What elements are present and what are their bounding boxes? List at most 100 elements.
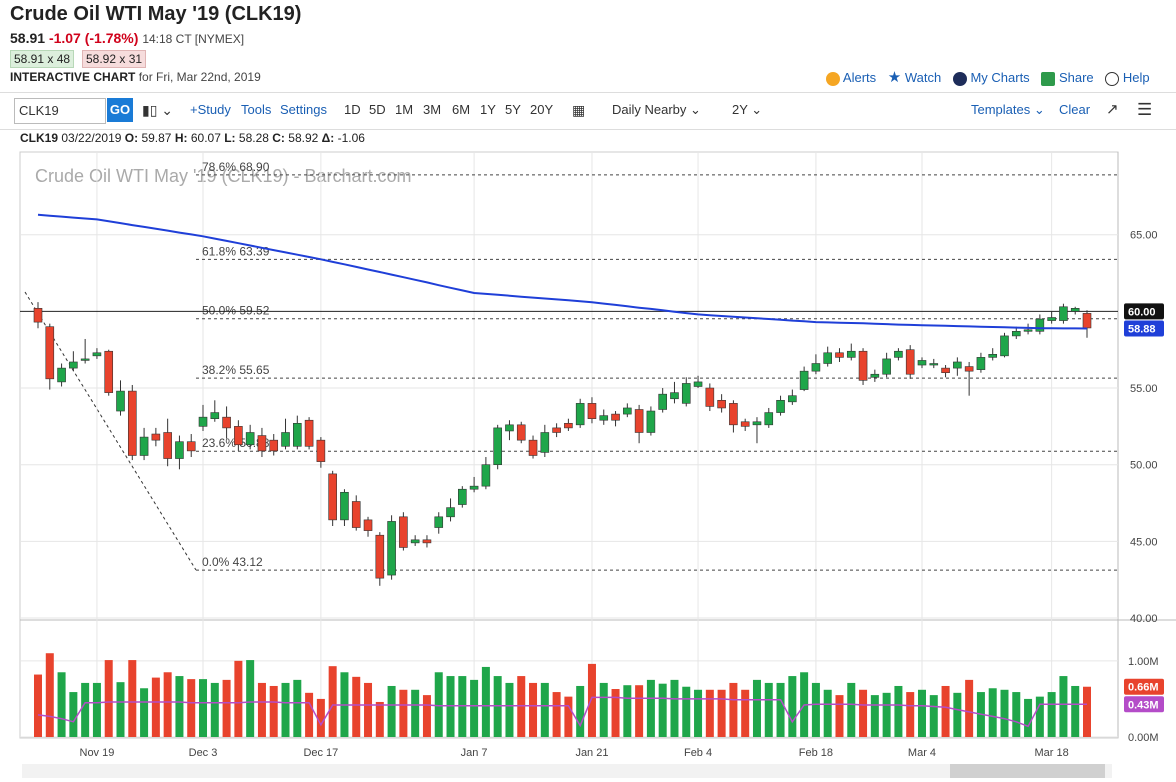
link[interactable]: Share	[1058, 70, 1094, 85]
volume-bar	[1000, 689, 1009, 737]
candle-body	[953, 361, 962, 369]
quote-date: 03/22/2019	[61, 131, 122, 145]
expand-icon[interactable]: ↗	[1106, 101, 1119, 118]
candle-body	[375, 534, 385, 579]
frequency-select[interactable]: Daily Nearby ⌄	[612, 102, 701, 117]
volume-bar	[823, 689, 832, 737]
volume-bar	[92, 682, 101, 737]
period[interactable]: 20Y	[530, 102, 554, 117]
tools-button[interactable]: Tools	[241, 102, 272, 117]
volume-bar	[623, 685, 632, 737]
candle-body	[151, 433, 161, 441]
title: Crude Oil WTI May '19 (CLK19)	[10, 3, 302, 25]
volume-bar	[305, 692, 314, 737]
volume-bar	[929, 695, 938, 737]
toolbar	[0, 92, 1176, 130]
volume-tick-label: 0.00M	[1128, 732, 1159, 744]
last-price: 58.91	[10, 30, 46, 46]
candle-body	[740, 421, 750, 427]
volume-bar	[552, 692, 561, 737]
go-button[interactable]: GO	[107, 98, 133, 122]
volume-bar	[1012, 692, 1021, 737]
candle-body	[941, 367, 950, 374]
volume-bar	[682, 686, 691, 737]
candle-body	[57, 367, 66, 383]
candle-body	[33, 308, 43, 323]
link[interactable]: My Charts	[970, 70, 1030, 85]
volume-bar	[281, 682, 290, 737]
volume-bar	[988, 688, 997, 737]
candle-body	[564, 422, 573, 429]
volume-bar	[411, 689, 420, 737]
volume-bar	[776, 682, 785, 737]
volume-bar	[1071, 685, 1080, 737]
x-tick-label: Mar 4	[908, 747, 936, 759]
candle-body	[281, 432, 290, 447]
volume-bar	[257, 682, 266, 737]
volume-bar	[352, 676, 361, 737]
x-tick-label: Dec 17	[303, 747, 338, 759]
candle-body	[186, 441, 196, 452]
volume-average	[37, 696, 1087, 728]
candle-body	[540, 432, 550, 453]
candle-body	[623, 407, 632, 415]
quote-symbol: CLK19	[20, 131, 59, 145]
symbol-input[interactable]: CLK19	[14, 98, 106, 124]
link[interactable]: Alerts	[842, 70, 877, 85]
clear-button[interactable]: Clear	[1059, 102, 1091, 117]
candle-body	[811, 363, 821, 372]
scroll-track	[22, 764, 1112, 778]
period[interactable]: 5Y	[505, 102, 521, 117]
ask: 58.92 x 31	[82, 50, 147, 68]
volume-bar	[293, 679, 302, 737]
candle-body	[905, 349, 915, 375]
candle-body	[198, 416, 208, 427]
period[interactable]: 5D	[369, 102, 386, 117]
link[interactable]: Watch	[904, 70, 942, 85]
candle-body	[45, 326, 55, 380]
chart-label: INTERACTIVE CHART	[10, 70, 136, 84]
candle-body	[929, 363, 939, 366]
scroll-thumb[interactable]	[950, 764, 1105, 778]
volume-bar	[434, 672, 443, 737]
link[interactable]: Help	[1122, 70, 1150, 85]
volume-bar	[1035, 696, 1044, 737]
period[interactable]: 1D	[344, 102, 361, 117]
period[interactable]: 1M	[395, 102, 414, 117]
volume-tick-label: 1.00M	[1128, 656, 1159, 668]
candle-body	[422, 539, 432, 544]
quote-value: -1.06	[337, 131, 365, 145]
study-button[interactable]: +Study	[190, 102, 231, 117]
volume-bar	[69, 692, 78, 737]
candle-body	[1035, 318, 1045, 332]
templates-select[interactable]: Templates ⌄	[971, 102, 1045, 117]
candle-body	[646, 410, 656, 433]
price-line: 58.91 -1.07 (-1.78%) 14:18 CT [NYMEX]	[10, 30, 244, 46]
candle-body	[823, 352, 832, 364]
candle-body	[870, 373, 880, 378]
period[interactable]: 1Y	[480, 102, 496, 117]
chart-type-icon[interactable]: ▮▯ ⌄	[142, 102, 174, 118]
chart-heading: INTERACTIVE CHART for Fri, Mar 22nd, 201…	[10, 70, 261, 84]
candle-body	[788, 395, 797, 403]
period[interactable]: 3M	[423, 102, 442, 117]
period[interactable]: 6M	[452, 102, 471, 117]
candle-body	[469, 485, 479, 490]
volume-bar	[894, 685, 903, 737]
volume-bar	[175, 676, 184, 737]
volume-bar	[941, 685, 950, 737]
price-tag: 0.66M	[1128, 682, 1159, 694]
volume-bar	[635, 685, 644, 737]
volume-bar	[364, 682, 373, 737]
price-tag: 58.88	[1128, 324, 1156, 336]
scrollbar[interactable]	[22, 764, 1112, 778]
bid: 58.91 x 48	[10, 50, 75, 68]
candle-body	[351, 501, 361, 528]
candle-body	[222, 416, 231, 429]
settings-button[interactable]: Settings	[280, 102, 327, 117]
volume-bar	[576, 685, 585, 737]
range-select[interactable]: 2Y ⌄	[732, 102, 763, 117]
frequency: Daily Nearby	[612, 102, 687, 117]
menu-icon[interactable]: ☰	[1137, 100, 1153, 119]
calendar-icon[interactable]: ▦	[572, 102, 586, 118]
